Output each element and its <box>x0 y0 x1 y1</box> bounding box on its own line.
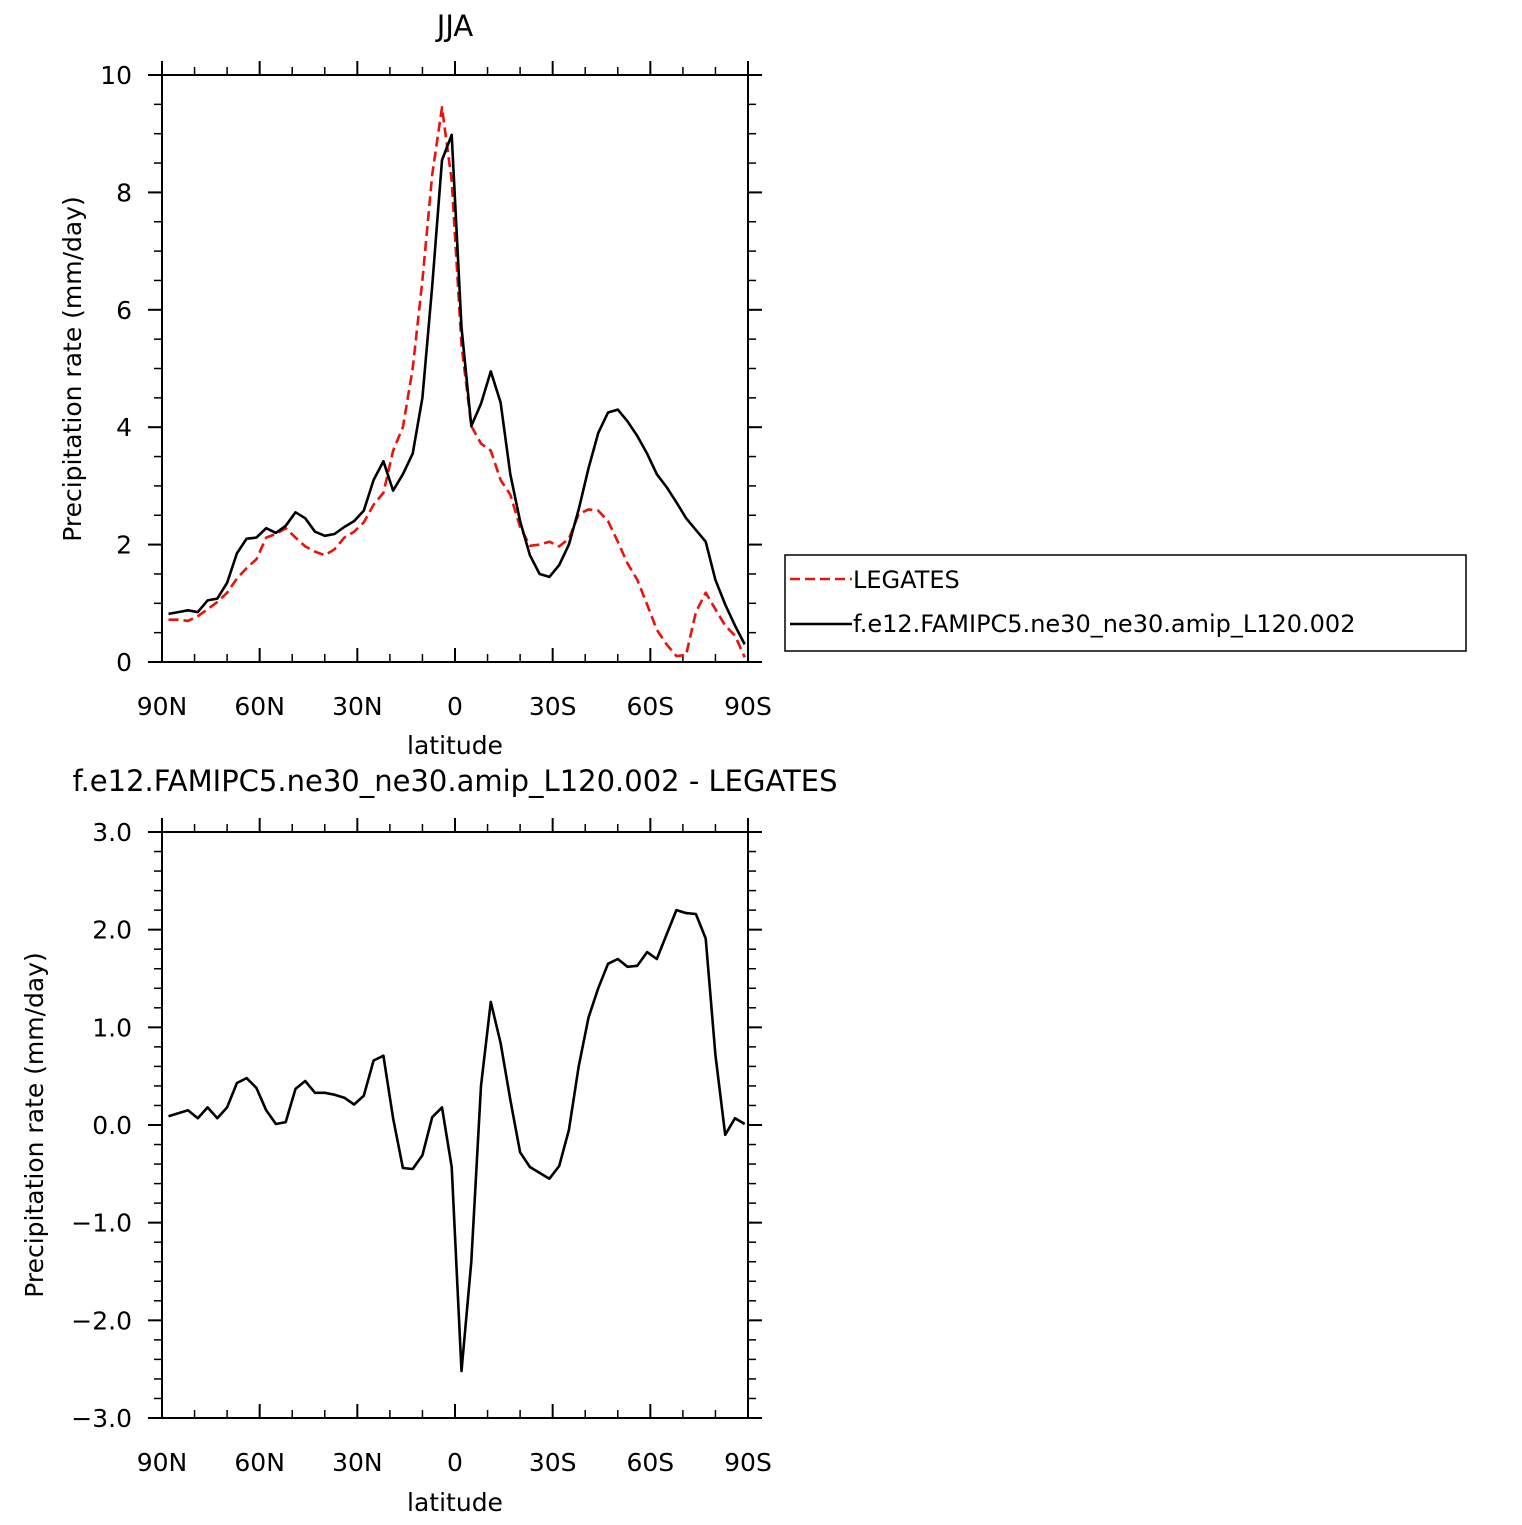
bottom-y-tick-label: −1.0 <box>71 1209 132 1238</box>
legend-box <box>784 554 1467 652</box>
top-y-tick-label: 2 <box>116 531 132 560</box>
top-plot-frame <box>161 74 749 663</box>
bottom-y-tick-label: 2.0 <box>92 916 132 945</box>
bottom-x-tick-label: 30S <box>529 1448 577 1477</box>
bottom-x-tick-label: 0 <box>447 1448 463 1477</box>
bottom-y-tick-label: 3.0 <box>92 818 132 847</box>
top-x-tick-label: 30S <box>529 692 577 721</box>
top-x-tick-label: 90N <box>137 692 188 721</box>
bottom-plot-area: 90N 60N 30N 0 30S 60S 90S −3.0 −2.0 −1.0 0.0 1.0 2.0… <box>71 818 772 1477</box>
top-legates-line <box>168 106 746 658</box>
top-x-tick-label: 0 <box>447 692 463 721</box>
top-y-tick-label: 10 <box>100 61 132 90</box>
top-y-axis-title: Precipitation rate (mm/day) <box>58 196 87 542</box>
bottom-y-tick-label: −3.0 <box>71 1404 132 1433</box>
bottom-x-axis-title: latitude <box>407 1488 503 1517</box>
top-x-tick-label: 30N <box>332 692 383 721</box>
top-y-tick-label: 4 <box>116 413 132 442</box>
top-plot-area: 90N 60N 30N 0 30S 60S 90S 0 2 4 6 8 10 <box>100 61 772 721</box>
bottom-x-tick-label: 90N <box>137 1448 188 1477</box>
legend: LEGATES f.e12.FAMIPC5.ne30_ne30.amip_L12… <box>784 554 1467 652</box>
bottom-x-tick-label: 30N <box>332 1448 383 1477</box>
top-x-tick-label: 60N <box>234 692 285 721</box>
bottom-x-tick-label: 60S <box>626 1448 674 1477</box>
bottom-plot-title: f.e12.FAMIPC5.ne30_ne30.amip_L120.002 - … <box>72 764 837 798</box>
legend-label-model: f.e12.FAMIPC5.ne30_ne30.amip_L120.002 <box>853 610 1355 638</box>
bottom-y-tick-label: 0.0 <box>92 1111 132 1140</box>
top-plot-title: JJA <box>435 9 474 43</box>
top-y-tick-label: 8 <box>116 178 132 207</box>
top-y-tick-label: 0 <box>116 648 132 677</box>
top-y-tick-label: 6 <box>116 296 132 325</box>
top-x-tick-label: 90S <box>724 692 772 721</box>
top-x-axis-title: latitude <box>407 731 503 760</box>
top-x-tick-label: 60S <box>626 692 674 721</box>
bottom-difference-line <box>168 908 746 1373</box>
bottom-y-axis-title: Precipitation rate (mm/day) <box>20 952 49 1298</box>
bottom-panel: f.e12.FAMIPC5.ne30_ne30.amip_L120.002 - … <box>20 764 838 1517</box>
legend-label-legates: LEGATES <box>853 566 960 594</box>
bottom-x-tick-label: 60N <box>234 1448 285 1477</box>
bottom-y-tick-label: 1.0 <box>92 1013 132 1042</box>
bottom-y-tick-label: −2.0 <box>71 1306 132 1335</box>
bottom-x-tick-label: 90S <box>724 1448 772 1477</box>
top-model-line <box>168 133 746 645</box>
bottom-plot-frame <box>161 831 749 1419</box>
